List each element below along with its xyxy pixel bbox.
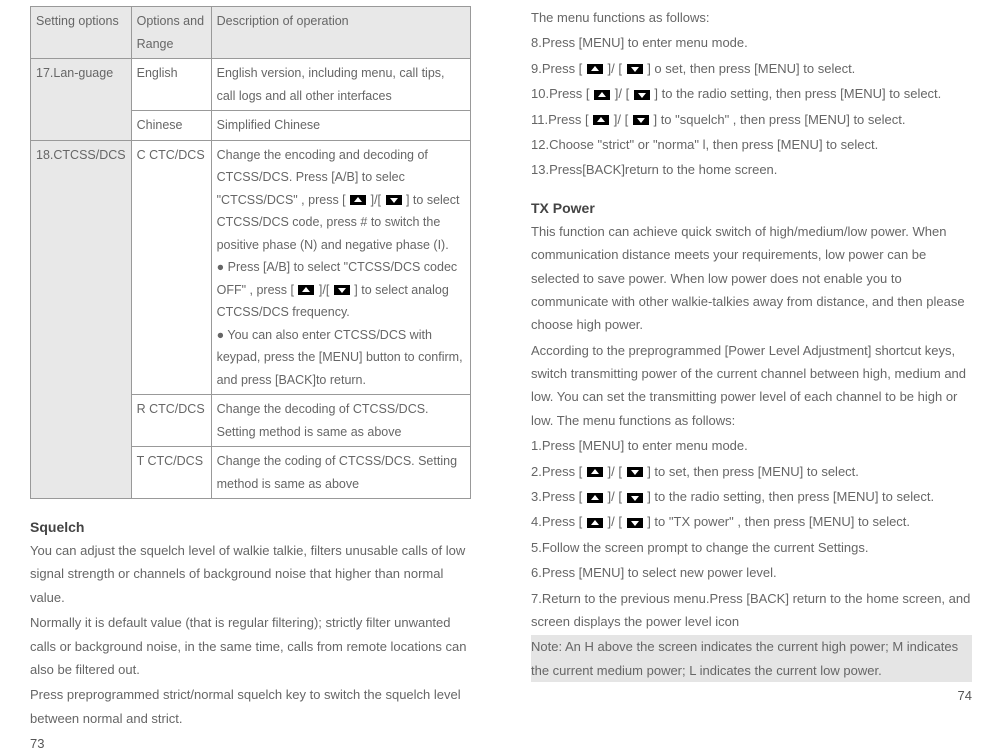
cell-tctc-desc: Change the coding of CTCSS/DCS. Setting … xyxy=(211,447,470,499)
left-content: Setting options Options and Range Descri… xyxy=(30,6,471,732)
cell-tctc: T CTC/DCS xyxy=(131,447,211,499)
step-9: 9.Press [ ]/ [ ] o set, then press [MENU… xyxy=(531,57,972,80)
note: Note: An H above the screen indicates th… xyxy=(531,635,972,682)
tstep-1: 1.Press [MENU] to enter menu mode. xyxy=(531,434,972,457)
txt: ] to "squelch" , then press [MENU] to se… xyxy=(650,112,906,127)
tstep-5: 5.Follow the screen prompt to change the… xyxy=(531,536,972,559)
cell-ctcss: 18.CTCSS/DCS xyxy=(31,140,132,499)
up-arrow-icon xyxy=(350,195,366,205)
squelch-heading: Squelch xyxy=(30,519,471,535)
step-8: 8.Press [MENU] to enter menu mode. xyxy=(531,31,972,54)
cell-cctc: C CTC/DCS xyxy=(131,140,211,395)
down-arrow-icon xyxy=(386,195,402,205)
table-header-row: Setting options Options and Range Descri… xyxy=(31,7,471,59)
txt: ]/ [ xyxy=(604,514,626,529)
cell-chinese: Chinese xyxy=(131,111,211,141)
txt: 2.Press [ xyxy=(531,464,586,479)
tstep-3: 3.Press [ ]/ [ ] to the radio setting, t… xyxy=(531,485,972,508)
txt: ]/ [ xyxy=(611,86,633,101)
txpower-p1: This function can achieve quick switch o… xyxy=(531,220,972,337)
page-left: Setting options Options and Range Descri… xyxy=(0,0,501,693)
txt: ] to the radio setting, then press [MENU… xyxy=(644,489,934,504)
squelch-p2: Normally it is default value (that is re… xyxy=(30,611,471,681)
up-arrow-icon xyxy=(594,90,610,100)
tstep-7: 7.Return to the previous menu.Press [BAC… xyxy=(531,587,972,634)
up-arrow-icon xyxy=(587,493,603,503)
up-arrow-icon xyxy=(587,518,603,528)
down-arrow-icon xyxy=(334,285,350,295)
squelch-p1: You can adjust the squelch level of walk… xyxy=(30,539,471,609)
right-content: The menu functions as follows: 8.Press [… xyxy=(531,6,972,684)
cell-rctc: R CTC/DCS xyxy=(131,395,211,447)
txpower-p2: According to the preprogrammed [Power Le… xyxy=(531,339,972,433)
txt: 10.Press [ xyxy=(531,86,593,101)
step-10: 10.Press [ ]/ [ ] to the radio setting, … xyxy=(531,82,972,105)
txt: ] to "TX power" , then press [MENU] to s… xyxy=(644,514,910,529)
txt: ] o set, then press [MENU] to select. xyxy=(644,61,856,76)
squelch-p3: Press preprogrammed strict/normal squelc… xyxy=(30,683,471,730)
txt: ]/ [ xyxy=(604,464,626,479)
cell-chinese-desc: Simplified Chinese xyxy=(211,111,470,141)
page-number-left: 73 xyxy=(30,732,471,751)
txt: ]/[ xyxy=(315,283,332,297)
down-arrow-icon xyxy=(634,90,650,100)
cell-english-desc: English version, including menu, call ti… xyxy=(211,59,470,111)
cell-english: English xyxy=(131,59,211,111)
txt: 9.Press [ xyxy=(531,61,586,76)
down-arrow-icon xyxy=(627,64,643,74)
txt: ] to the radio setting, then press [MENU… xyxy=(651,86,941,101)
intro: The menu functions as follows: xyxy=(531,6,972,29)
down-arrow-icon xyxy=(627,518,643,528)
tstep-6: 6.Press [MENU] to select new power level… xyxy=(531,561,972,584)
table-row: 17.Lan-guage English English version, in… xyxy=(31,59,471,111)
txt: 3.Press [ xyxy=(531,489,586,504)
page-right: The menu functions as follows: 8.Press [… xyxy=(501,0,1002,693)
txt: ] to set, then press [MENU] to select. xyxy=(644,464,859,479)
page-number-right: 74 xyxy=(531,684,972,703)
txt: ● You can also enter CTCSS/DCS with keyp… xyxy=(217,328,463,387)
cell-lang: 17.Lan-guage xyxy=(31,59,132,141)
cell-rctc-desc: Change the decoding of CTCSS/DCS. Settin… xyxy=(211,395,470,447)
txt: ]/[ xyxy=(367,193,384,207)
table-row: 18.CTCSS/DCS C CTC/DCS Change the encodi… xyxy=(31,140,471,395)
step-11: 11.Press [ ]/ [ ] to "squelch" , then pr… xyxy=(531,108,972,131)
settings-table: Setting options Options and Range Descri… xyxy=(30,6,471,499)
up-arrow-icon xyxy=(298,285,314,295)
th-desc: Description of operation xyxy=(211,7,470,59)
txt: ]/ [ xyxy=(604,489,626,504)
tstep-2: 2.Press [ ]/ [ ] to set, then press [MEN… xyxy=(531,460,972,483)
step-13: 13.Press[BACK]return to the home screen. xyxy=(531,158,972,181)
txt: 11.Press [ xyxy=(531,112,592,127)
step-12: 12.Choose "strict" or "norma" l, then pr… xyxy=(531,133,972,156)
up-arrow-icon xyxy=(587,64,603,74)
txpower-heading: TX Power xyxy=(531,200,972,216)
down-arrow-icon xyxy=(627,493,643,503)
txt: 4.Press [ xyxy=(531,514,586,529)
tstep-4: 4.Press [ ]/ [ ] to "TX power" , then pr… xyxy=(531,510,972,533)
up-arrow-icon xyxy=(593,115,609,125)
txt: ]/ [ xyxy=(610,112,632,127)
txt: ]/ [ xyxy=(604,61,626,76)
down-arrow-icon xyxy=(633,115,649,125)
th-setting: Setting options xyxy=(31,7,132,59)
th-options: Options and Range xyxy=(131,7,211,59)
cell-cctc-desc: Change the encoding and decoding of CTCS… xyxy=(211,140,470,395)
down-arrow-icon xyxy=(627,467,643,477)
up-arrow-icon xyxy=(587,467,603,477)
